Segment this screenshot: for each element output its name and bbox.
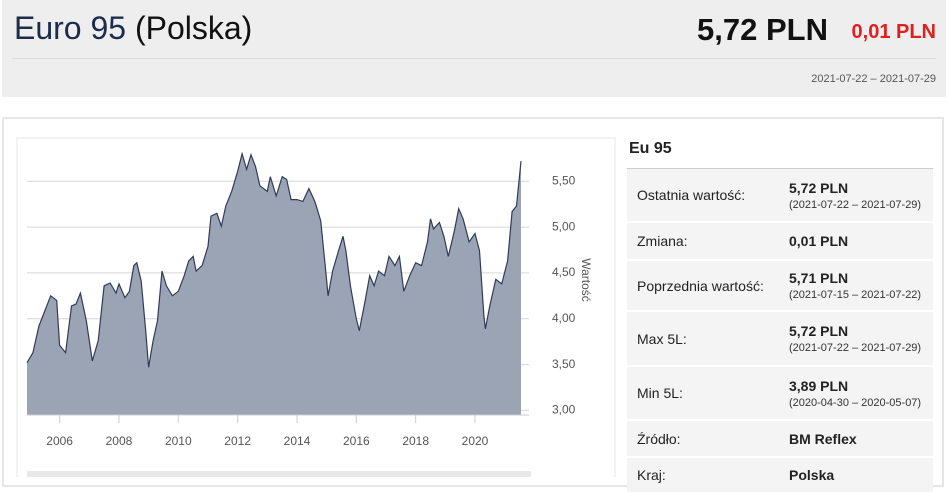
table-rows: Ostatnia wartość: 5,72 PLN (2021-07-22 – 2… (627, 169, 933, 494)
chart: Wartość 3,00 3,50 4,00 4,50 5,00 5,50 2006 2008… (16, 137, 616, 477)
table-row: Zmiana: 0,01 PLN (627, 223, 933, 261)
table-row: Ostatnia wartość: 5,72 PLN (2021-07-22 – 2… (627, 169, 933, 223)
value: 0,01 PLN (789, 233, 849, 249)
row-label: Min 5L: (637, 385, 683, 401)
value: Polska (789, 467, 835, 483)
row-value: 5,72 PLN (2021-07-22 – 2021-07-29) (789, 323, 921, 354)
row-label: Źródło: (637, 430, 681, 447)
price: 5,72 PLN (697, 12, 828, 47)
value: 5,72 PLN (789, 323, 849, 339)
info-table: Eu 95 Ostatnia wartość: 5,72 PLN (2021-07-… (627, 140, 933, 494)
x-tick-label: 2014 (284, 434, 311, 448)
x-tick-label: 2008 (106, 434, 133, 448)
value: 5,71 PLN (789, 270, 849, 286)
row-label: Max 5L: (637, 330, 687, 347)
table-row: Poprzednia wartość: 5,71 PLN (2021-07-15 –… (627, 261, 933, 312)
y-tick-label: 3,50 (552, 357, 576, 371)
row-label: Ostatnia wartość: (637, 187, 746, 203)
line (26, 151, 522, 368)
y-axis-label: Wartość (579, 258, 593, 302)
table-row: Min 5L: 3,89 PLN (2020-04-30 – 2020-05-07) (627, 367, 933, 421)
change: 0,01 PLN (851, 21, 936, 43)
row-value: BM Reflex (789, 431, 857, 447)
y-tick-label: 3,00 (552, 403, 576, 417)
area (27, 153, 521, 416)
value: 3,89 PLN (789, 377, 849, 394)
table-title: Eu 95 (627, 140, 933, 169)
fuel-title: Euro 95 (Polska) (14, 10, 252, 47)
x-tick-label: 2016 (343, 434, 370, 448)
y-tick-label: 5,50 (552, 173, 576, 187)
x-tick-label: 2010 (165, 434, 192, 448)
navigator (27, 471, 531, 477)
x-tick-label: 2006 (46, 434, 73, 448)
date-range: (2021-07-22 – 2021-07-29) (789, 198, 922, 211)
row-value: 5,72 PLN (2021-07-22 – 2021-07-29) (789, 180, 921, 211)
row-label: Kraj: (637, 467, 666, 483)
divider (12, 58, 936, 59)
date-range: (2021-07-22 – 2021-07-29) (789, 342, 922, 354)
row-value: 0,01 PLN (789, 233, 848, 249)
x-tick-label: 2012 (224, 434, 251, 448)
country: (Polska) (134, 10, 253, 46)
row-value: 3,89 PLN (2020-04-30 – 2020-05-07) (789, 378, 921, 409)
row-label: Poprzednia wartość: (637, 277, 764, 294)
x-tick-label: 2020 (462, 434, 489, 448)
value: 5,72 PLN (789, 179, 849, 196)
row-value: 5,71 PLN (2021-07-15 – 2021-07-22) (789, 270, 921, 301)
row-value: Polska (789, 467, 834, 483)
y-tick-label: 5,00 (552, 219, 576, 233)
table-row: Max 5L: 5,72 PLN (2021-07-22 – 2021-07-29) (627, 312, 933, 367)
period: 2021-07-22 – 2021-07-29 (811, 73, 936, 85)
y-tick-label: 4,50 (552, 265, 576, 279)
fuel-name: Euro 95 (14, 10, 127, 46)
header: Euro 95 (Polska) 5,72 PLN 0,01 PLN 2021-… (2, 0, 946, 97)
value: BM Reflex (789, 430, 857, 447)
date-range: (2020-04-30 – 2020-05-07) (789, 396, 922, 409)
table-row: Źródło: BM Reflex (627, 421, 933, 458)
x-tick-label: 2018 (402, 434, 429, 448)
date-range: (2021-07-15 – 2021-07-22) (789, 289, 922, 301)
y-tick-label: 4,00 (552, 311, 576, 325)
row-label: Zmiana: (637, 233, 688, 249)
table-row: Kraj: Polska (627, 458, 933, 494)
